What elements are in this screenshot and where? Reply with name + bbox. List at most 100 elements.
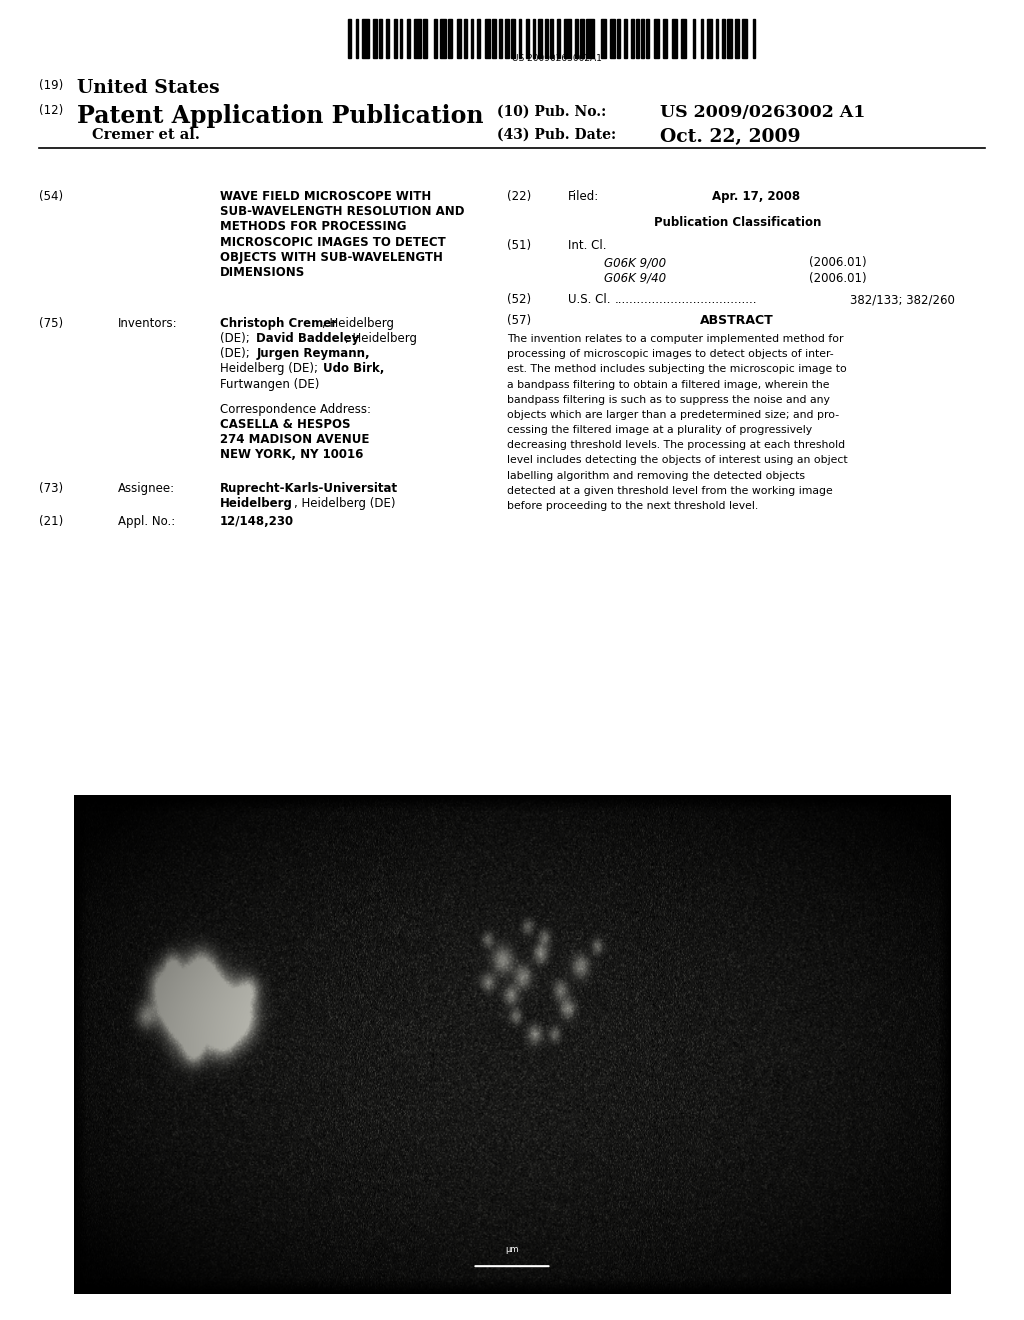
Bar [735, 18, 738, 58]
Text: cessing the filtered image at a plurality of progressively: cessing the filtered image at a pluralit… [507, 425, 812, 436]
Bar [423, 18, 427, 58]
Text: , Heidelberg (DE): , Heidelberg (DE) [294, 496, 395, 510]
Text: OBJECTS WITH SUB-WAVELENGTH: OBJECTS WITH SUB-WAVELENGTH [220, 251, 443, 264]
Text: (75): (75) [39, 317, 63, 330]
Bar [434, 18, 436, 58]
Text: United States: United States [77, 79, 219, 98]
Text: (2006.01): (2006.01) [809, 256, 866, 269]
Text: Furtwangen (DE): Furtwangen (DE) [220, 378, 319, 391]
Bar [526, 18, 529, 58]
Text: , Heidelberg: , Heidelberg [322, 317, 394, 330]
Bar [716, 18, 719, 58]
Bar [362, 18, 370, 58]
Bar [557, 18, 560, 58]
Text: (22): (22) [507, 190, 531, 203]
Text: (DE);: (DE); [220, 347, 254, 360]
Bar [707, 18, 712, 58]
Bar [587, 18, 594, 58]
Bar [624, 18, 628, 58]
Bar [580, 18, 584, 58]
Text: MICROSCOPIC IMAGES TO DETECT: MICROSCOPIC IMAGES TO DETECT [220, 235, 445, 248]
Bar [356, 18, 358, 58]
Text: (73): (73) [39, 482, 63, 495]
Text: ABSTRACT: ABSTRACT [700, 314, 774, 327]
Text: μm: μm [505, 1245, 519, 1254]
Text: (51): (51) [507, 239, 531, 252]
Text: US 2009/0263002 A1: US 2009/0263002 A1 [660, 104, 866, 121]
Bar [499, 18, 503, 58]
Text: (10) Pub. No.:: (10) Pub. No.: [497, 104, 606, 119]
Bar [519, 18, 521, 58]
Text: (52): (52) [507, 293, 531, 306]
Text: processing of microscopic images to detect objects of inter-: processing of microscopic images to dete… [507, 348, 834, 359]
Bar [700, 18, 703, 58]
Bar [654, 18, 659, 58]
Text: (43) Pub. Date:: (43) Pub. Date: [497, 128, 615, 143]
Bar [373, 18, 377, 58]
Text: (12): (12) [39, 104, 63, 117]
Bar [742, 18, 748, 58]
Text: Oct. 22, 2009: Oct. 22, 2009 [660, 128, 801, 147]
Text: (54): (54) [39, 190, 63, 203]
Bar [379, 18, 382, 58]
Bar [693, 18, 695, 58]
Text: Int. Cl.: Int. Cl. [568, 239, 607, 252]
Text: DIMENSIONS: DIMENSIONS [220, 267, 305, 279]
Bar [505, 18, 509, 58]
Bar [574, 18, 578, 58]
Bar [636, 18, 639, 58]
Bar [399, 18, 402, 58]
Text: SUB-WAVELENGTH RESOLUTION AND: SUB-WAVELENGTH RESOLUTION AND [220, 205, 465, 218]
Text: (57): (57) [507, 314, 531, 327]
Text: David Baddeley: David Baddeley [256, 331, 359, 345]
Text: objects which are larger than a predetermined size; and pro-: objects which are larger than a predeter… [507, 409, 839, 420]
Text: , Heidelberg: , Heidelberg [345, 331, 417, 345]
Text: Heidelberg (DE);: Heidelberg (DE); [220, 362, 322, 375]
Text: labelling algorithm and removing the detected objects: labelling algorithm and removing the det… [507, 471, 805, 480]
Text: a bandpass filtering to obtain a filtered image, wherein the: a bandpass filtering to obtain a filtere… [507, 380, 829, 389]
Bar [408, 18, 410, 58]
Text: Jurgen Reymann,: Jurgen Reymann, [256, 347, 370, 360]
Bar [348, 18, 351, 58]
Bar [550, 18, 553, 58]
Text: decreasing threshold levels. The processing at each threshold: decreasing threshold levels. The process… [507, 441, 845, 450]
Text: (21): (21) [39, 515, 63, 528]
Bar [471, 18, 473, 58]
Text: 274 MADISON AVENUE: 274 MADISON AVENUE [220, 433, 370, 446]
Bar [681, 18, 686, 58]
Text: Ruprecht-Karls-Universitat: Ruprecht-Karls-Universitat [220, 482, 398, 495]
Bar [609, 18, 614, 58]
Bar [545, 18, 548, 58]
Text: Apr. 17, 2008: Apr. 17, 2008 [712, 190, 800, 203]
Bar [484, 18, 489, 58]
Bar [641, 18, 644, 58]
Bar [538, 18, 542, 58]
Text: Assignee:: Assignee: [118, 482, 175, 495]
Text: The invention relates to a computer implemented method for: The invention relates to a computer impl… [507, 334, 844, 345]
Text: WAVE FIELD MICROSCOPE WITH: WAVE FIELD MICROSCOPE WITH [220, 190, 431, 203]
Text: Publication Classification: Publication Classification [653, 216, 821, 230]
Bar [646, 18, 649, 58]
Text: (19): (19) [39, 79, 63, 92]
Text: (DE);: (DE); [220, 331, 254, 345]
Bar [465, 18, 467, 58]
Text: Cremer et al.: Cremer et al. [92, 128, 200, 143]
Bar [511, 18, 515, 58]
Text: (2006.01): (2006.01) [809, 272, 866, 285]
Text: bandpass filtering is such as to suppress the noise and any: bandpass filtering is such as to suppres… [507, 395, 829, 405]
Text: U.S. Cl.: U.S. Cl. [568, 293, 611, 306]
Text: G06K 9/40: G06K 9/40 [604, 272, 667, 285]
Bar [414, 18, 421, 58]
Bar [753, 18, 755, 58]
Bar [722, 18, 725, 58]
Bar [493, 18, 496, 58]
Text: Appl. No.:: Appl. No.: [118, 515, 175, 528]
Text: level includes detecting the objects of interest using an object: level includes detecting the objects of … [507, 455, 848, 466]
Bar [449, 18, 452, 58]
Bar [672, 18, 677, 58]
Bar [727, 18, 732, 58]
Text: Filed:: Filed: [568, 190, 600, 203]
Text: US 20090263002A1: US 20090263002A1 [512, 54, 602, 63]
Bar [601, 18, 606, 58]
Bar [457, 18, 461, 58]
